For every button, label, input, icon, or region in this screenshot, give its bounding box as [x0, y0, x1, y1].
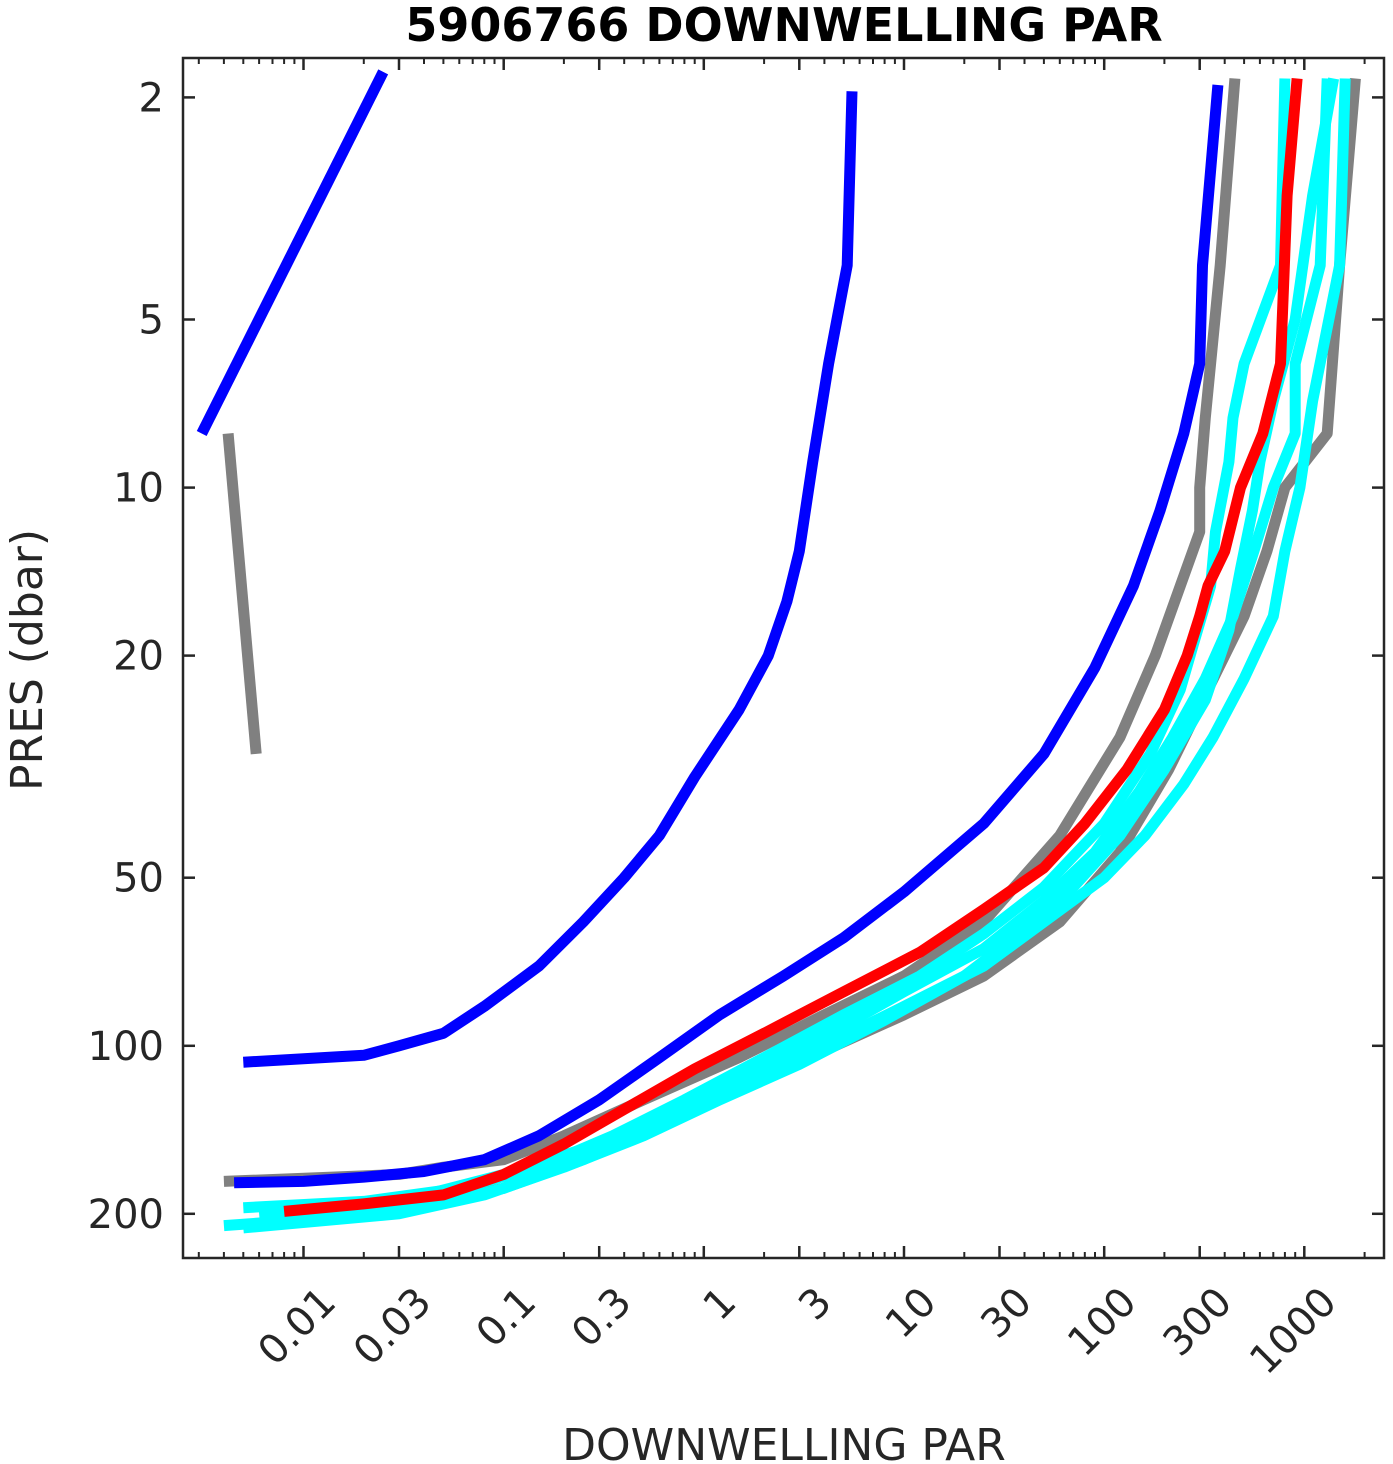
x-tick-label: 30 — [972, 1279, 1041, 1348]
series-line-blue-6 — [233, 84, 1224, 1189]
y-axis-label: PRES (dbar) — [2, 529, 53, 791]
x-axis-label: DOWNWELLING PAR — [562, 1420, 1006, 1464]
y-tick-label: 50 — [113, 856, 164, 902]
y-tick-label: 200 — [88, 1192, 164, 1238]
ticks-layer — [183, 58, 1384, 1258]
y-tick-label: 10 — [113, 466, 164, 512]
x-tick-labels: 0.01 0.03 0.1 0.3 1 3 10 30 100 300 1000 — [249, 1279, 1345, 1384]
series-line-blue-4 — [196, 69, 389, 436]
x-tick-label: 0.01 — [249, 1279, 345, 1375]
chart-title: 5906766 DOWNWELLING PAR — [405, 0, 1162, 52]
y-tick-label: 20 — [113, 634, 164, 680]
x-tick-label: 300 — [1155, 1279, 1242, 1366]
series-line-gray-2 — [223, 78, 1241, 1187]
series-line-cyan-8 — [258, 78, 1333, 1220]
series-line-gray-1 — [222, 433, 262, 755]
y-tick-labels: 2 5 10 20 50 100 200 — [88, 75, 164, 1237]
x-tick-label: 3 — [790, 1279, 841, 1330]
x-tick-label: 100 — [1059, 1279, 1146, 1366]
series-line-blue-5 — [242, 91, 858, 1068]
x-tick-label: 0.03 — [345, 1279, 441, 1375]
x-tick-label: 10 — [877, 1279, 946, 1348]
series-line-red-11 — [283, 78, 1303, 1217]
x-tick-label: 1000 — [1241, 1279, 1346, 1384]
y-tick-label: 5 — [139, 298, 164, 344]
y-tick-label: 100 — [88, 1024, 164, 1070]
series-layer — [196, 69, 1361, 1234]
x-tick-label: 0.3 — [563, 1279, 641, 1357]
x-tick-label: 1 — [695, 1279, 746, 1330]
y-tick-label: 2 — [139, 75, 164, 121]
x-tick-label: 0.1 — [468, 1279, 546, 1357]
